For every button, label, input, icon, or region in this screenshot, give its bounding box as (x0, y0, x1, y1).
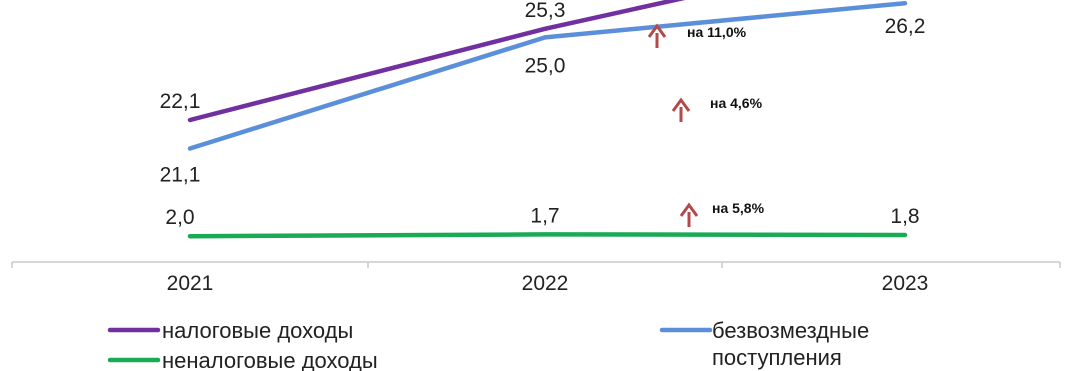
arrow-up-icon (671, 97, 691, 112)
growth-label: на 4,6% (710, 95, 763, 111)
growth-annotation: на 11,0% (647, 23, 747, 48)
data-label: 21,1 (160, 164, 201, 187)
data-label: 2,0 (165, 206, 194, 229)
legend-item: безвозмездные поступления (659, 318, 869, 370)
series-line (187, 0, 686, 123)
arrow-up-icon (647, 23, 667, 38)
series-line (187, 0, 908, 151)
x-tick-label: 2021 (167, 272, 214, 295)
legend-item: неналоговые доходы (107, 348, 378, 371)
legend-label-line: неналоговые доходы (162, 348, 378, 371)
data-labels: 22,125,328,121,125,026,22,01,71,8 (160, 0, 926, 229)
data-label: 26,2 (885, 15, 926, 38)
legend-label: безвозмездные поступления (712, 318, 869, 370)
data-label: 1,8 (890, 205, 919, 228)
growth-annotation: на 5,8% (679, 200, 765, 227)
series-line (187, 232, 908, 239)
legend: налоговые доходы неналоговые доходы безвоз… (107, 318, 869, 371)
growth-annotation: на 4,6% (671, 95, 763, 122)
x-axis: 2021 2022 2023 (11, 261, 1061, 295)
data-label: 25,0 (525, 54, 566, 77)
x-tick-label: 2023 (882, 272, 929, 295)
data-label: 25,3 (525, 0, 566, 22)
legend-label-line: поступления (712, 345, 842, 370)
arrow-up-icon (679, 202, 699, 217)
legend-label: налоговые доходы (162, 318, 353, 343)
data-label: 22,1 (160, 90, 201, 113)
legend-label: неналоговые доходы (162, 348, 378, 371)
growth-label: на 5,8% (712, 200, 765, 216)
series-lines (187, 0, 908, 239)
x-tick-label: 2022 (522, 272, 569, 295)
data-label: 1,7 (530, 204, 559, 227)
legend-item: налоговые доходы (107, 318, 353, 343)
legend-label-line: налоговые доходы (162, 318, 353, 343)
growth-annotations: на 11,0% на 4,6% на 5,8% (647, 23, 765, 227)
legend-label-line: безвозмездные (712, 318, 869, 343)
growth-label: на 11,0% (687, 24, 747, 40)
